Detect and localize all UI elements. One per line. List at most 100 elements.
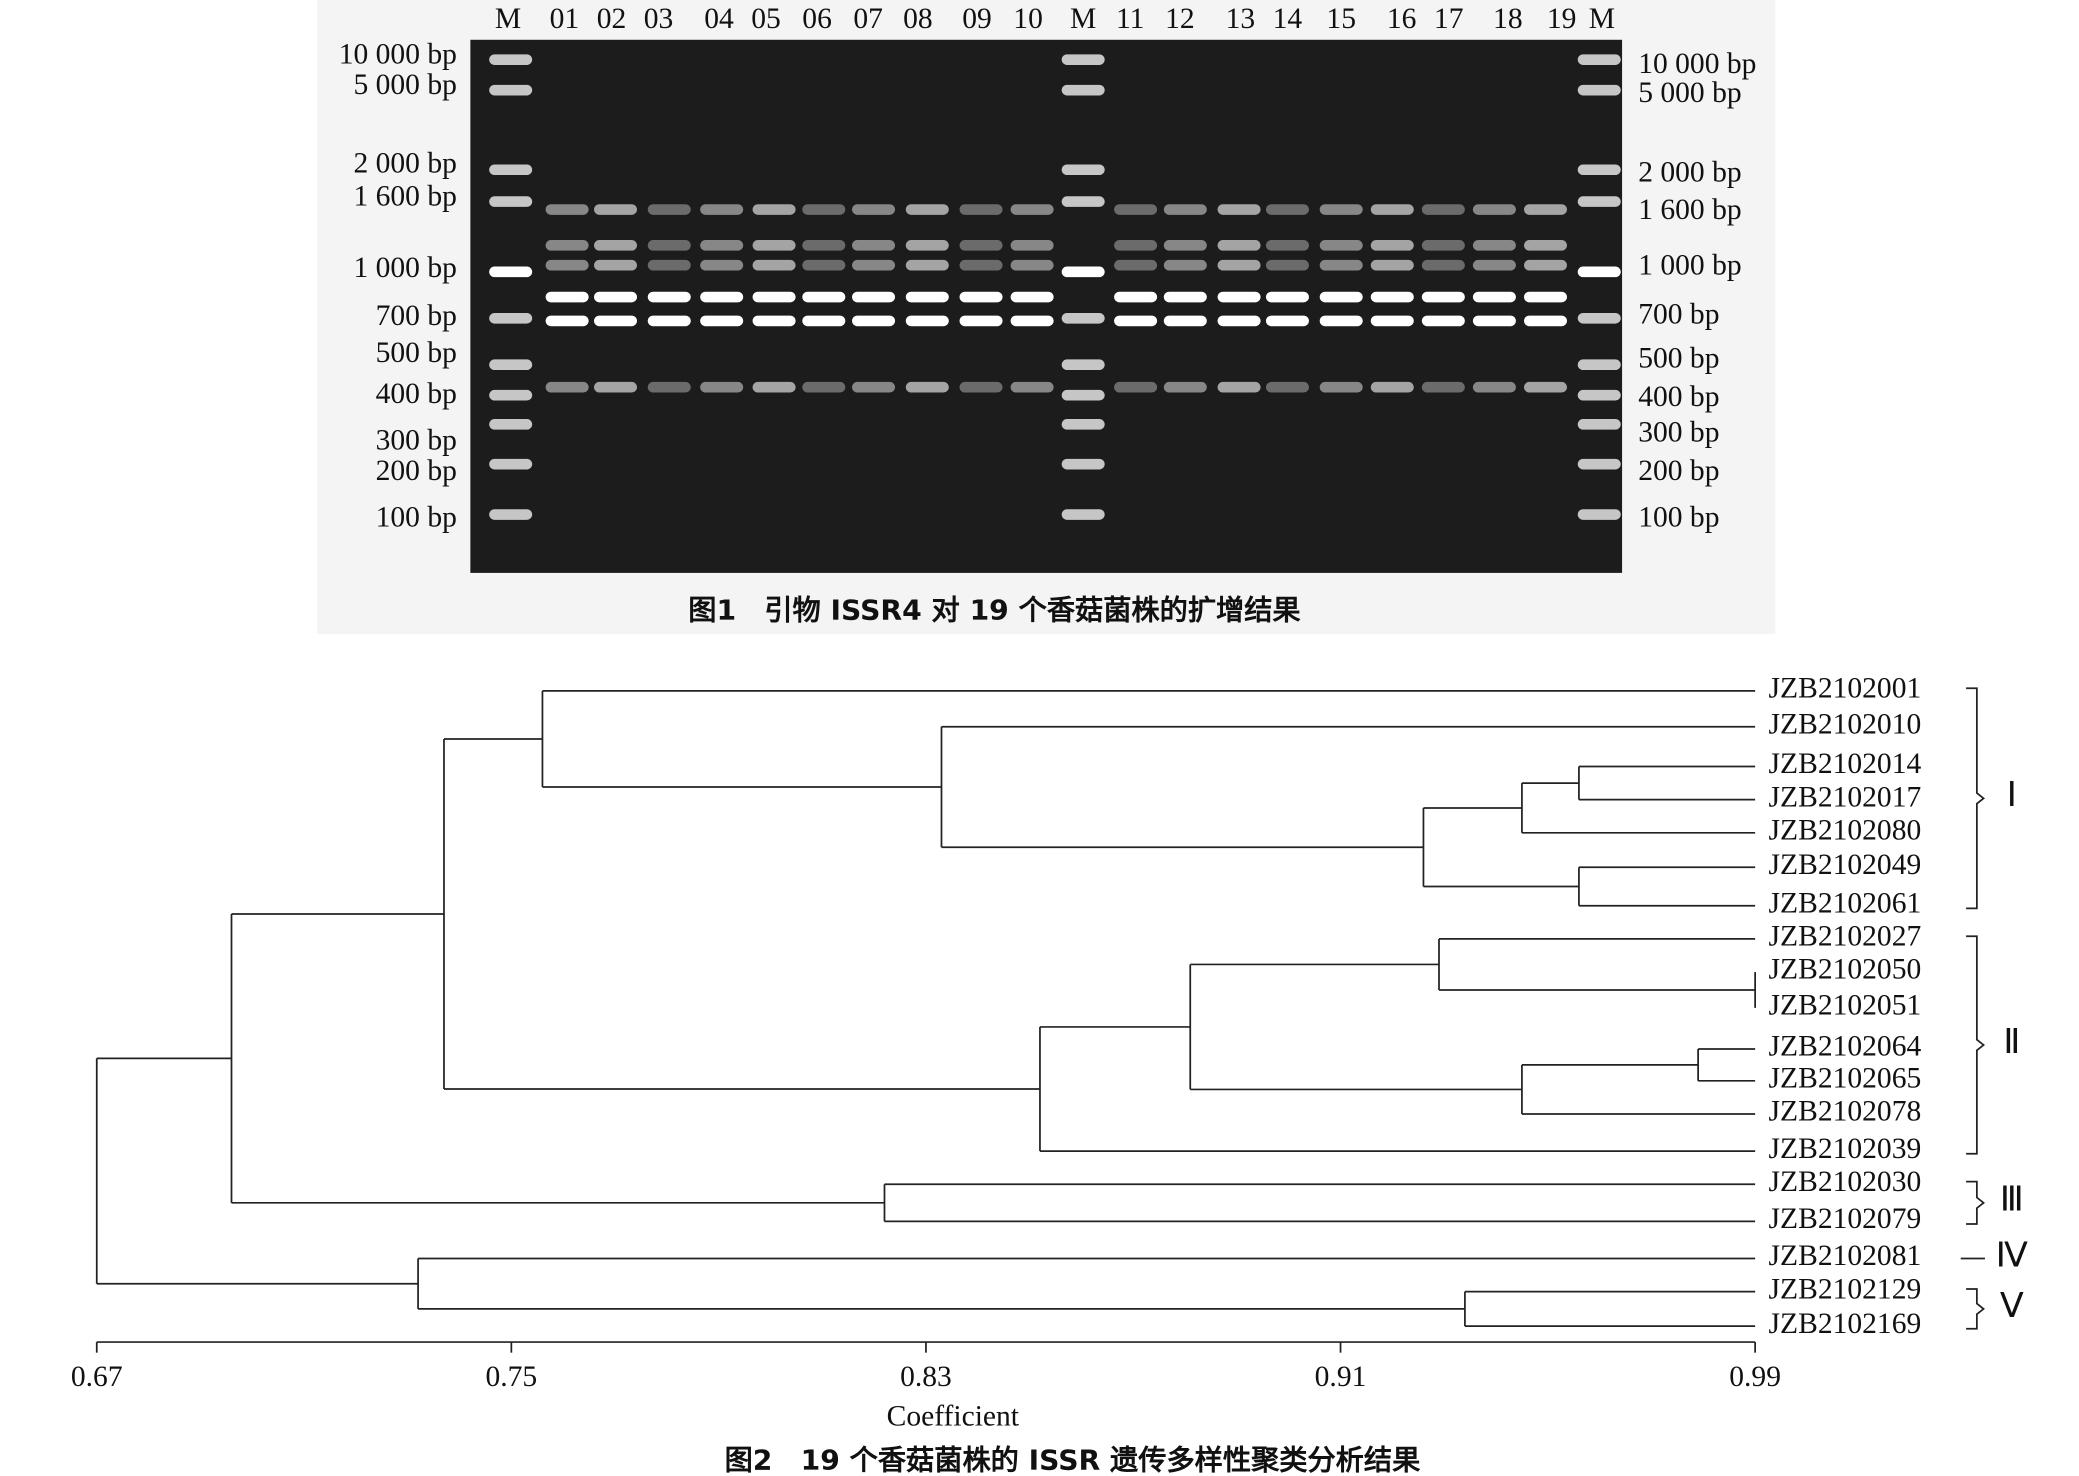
gel-band (1010, 381, 1054, 393)
gel-band (959, 315, 1003, 327)
lane-label: M (495, 3, 521, 35)
lane-label: 07 (853, 3, 883, 35)
lane-label: 11 (1116, 3, 1144, 35)
ladder-label: 300 bp (1638, 417, 1719, 449)
ladder-label: 300 bp (376, 425, 457, 457)
x-tick-label: 0.75 (485, 1361, 537, 1393)
gel-band (752, 315, 796, 327)
ladder-label: 10 000 bp (339, 39, 457, 71)
gel-band (1523, 291, 1567, 303)
gel-band (1010, 204, 1054, 215)
gel-band (1061, 389, 1105, 401)
gel-band (852, 291, 896, 303)
lane-label: 18 (1493, 3, 1523, 35)
gel-band (1319, 291, 1363, 303)
gel-band (1577, 84, 1621, 96)
gel-band (647, 204, 691, 215)
gel-band (1061, 54, 1105, 65)
gel-band (905, 259, 949, 271)
ladder-label: 200 bp (1638, 455, 1719, 487)
gel-band (1472, 381, 1516, 393)
leaf-label: JZB2102014 (1769, 748, 1922, 780)
lane-label: 10 (1013, 3, 1043, 35)
ladder-label: 2 000 bp (353, 148, 456, 180)
gel-band (1265, 381, 1309, 393)
gel-band (1114, 259, 1158, 271)
gel-band (489, 266, 533, 278)
ladder-label: 700 bp (1638, 299, 1719, 331)
gel-band (752, 291, 796, 303)
lane-label: 04 (704, 3, 734, 35)
gel-band (1061, 164, 1105, 176)
gel-band (489, 196, 533, 207)
gel-band (545, 259, 589, 271)
gel-band (802, 240, 846, 251)
leaf-label: JZB2102129 (1769, 1274, 1922, 1306)
x-tick-label: 0.99 (1729, 1361, 1781, 1393)
gel-band (489, 164, 533, 176)
lane-label: 09 (962, 3, 992, 35)
gel-band (489, 359, 533, 370)
gel-band (700, 315, 744, 327)
leaf-label: JZB2102051 (1769, 990, 1922, 1022)
gel-band (1217, 315, 1261, 327)
gel-band (1577, 54, 1621, 65)
gel-band (594, 381, 638, 393)
gel-band (1523, 259, 1567, 271)
gel-band (1577, 458, 1621, 470)
gel-band (1370, 291, 1414, 303)
gel-band (647, 291, 691, 303)
gel-band (647, 259, 691, 271)
gel-band (647, 381, 691, 393)
ladder-label: 5 000 bp (353, 69, 456, 101)
gel-band (489, 458, 533, 470)
gel-band (905, 204, 949, 215)
gel-band (1523, 381, 1567, 393)
gel-band (1421, 259, 1465, 271)
group-bracket (1966, 1180, 1985, 1225)
gel-band (1010, 291, 1054, 303)
x-tick-label: 0.91 (1315, 1361, 1367, 1393)
lane-label: 02 (597, 3, 627, 35)
leaf-label: JZB2102027 (1769, 921, 1922, 953)
ladder-label: 400 bp (1638, 381, 1719, 413)
gel-band (489, 312, 533, 324)
lane-label: M (1589, 3, 1615, 35)
leaf-label: JZB2102169 (1769, 1308, 1922, 1340)
group-bracket (1966, 1288, 1985, 1330)
gel-band (959, 291, 1003, 303)
leaf-label: JZB2102001 (1769, 673, 1922, 705)
group-label: Ⅱ (2003, 1022, 2020, 1061)
gel-band (545, 204, 589, 215)
ladder-label: 200 bp (376, 455, 457, 487)
gel-band (852, 204, 896, 215)
gel-band (1472, 204, 1516, 215)
gel-band (489, 54, 533, 65)
gel-band (959, 204, 1003, 215)
gel-band (1472, 315, 1516, 327)
gel-band (1163, 259, 1207, 271)
gel-band (545, 381, 589, 393)
gel-band (1010, 315, 1054, 327)
gel-band (1265, 204, 1309, 215)
ladder-label: 100 bp (376, 502, 457, 534)
lane-label: 16 (1387, 3, 1417, 35)
leaf-label: JZB2102078 (1769, 1096, 1922, 1128)
gel-band (1421, 381, 1465, 393)
ladder-label: 700 bp (376, 300, 457, 332)
lane-label: 17 (1434, 3, 1464, 35)
gel-band (1370, 315, 1414, 327)
gel-band (1163, 381, 1207, 393)
lane-label: 08 (903, 3, 933, 35)
lane-label: 05 (751, 3, 781, 35)
gel-band (1265, 240, 1309, 251)
ladder-label: 500 bp (1638, 343, 1719, 375)
gel-band (752, 259, 796, 271)
gel-band (752, 240, 796, 251)
gel-band (1217, 204, 1261, 215)
gel-band (647, 240, 691, 251)
gel-band (1319, 259, 1363, 271)
gel-band (1163, 315, 1207, 327)
gel-band (545, 291, 589, 303)
gel-band (700, 291, 744, 303)
